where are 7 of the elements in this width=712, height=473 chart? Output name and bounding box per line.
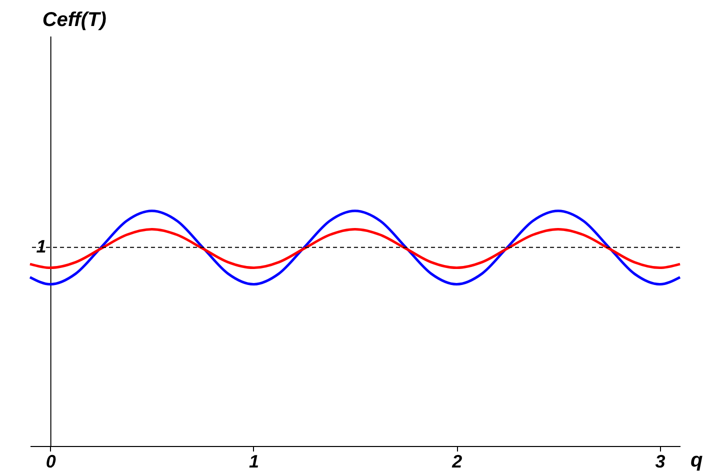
ref-line-label: 1: [36, 236, 46, 256]
x-axis-title: q: [690, 450, 703, 472]
x-tick-label: 1: [248, 452, 259, 472]
text: Ceff(T): [42, 9, 107, 31]
x-tick-label: 3: [655, 452, 666, 472]
x-tick-label: 0: [46, 452, 56, 472]
x-tick-label: 2: [451, 452, 462, 472]
